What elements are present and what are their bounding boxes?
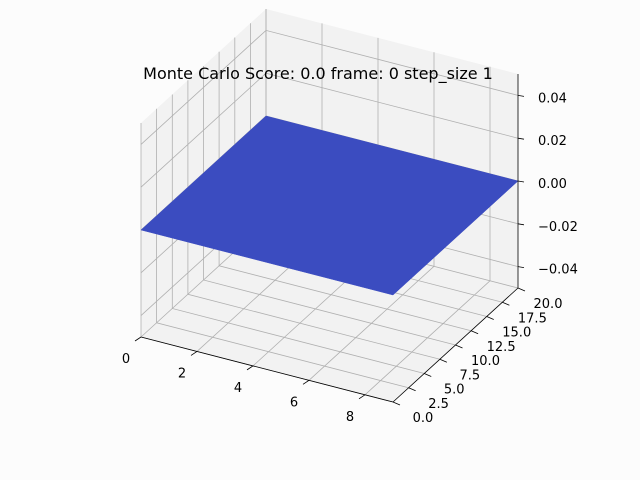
y-tick-label: 12.5	[487, 340, 516, 355]
z-tick-mark	[517, 137, 525, 140]
x-tick-mark	[358, 394, 366, 400]
chart-title: Monte Carlo Score: 0.0 frame: 0 step_siz…	[143, 64, 493, 84]
z-tick-label: 0.04	[538, 91, 567, 106]
grid-line-y	[187, 80, 440, 360]
y-tick-label: 7.5	[460, 368, 481, 383]
z-tick-mark	[517, 180, 525, 183]
z-tick-mark	[517, 223, 525, 226]
grid-line-y	[218, 51, 472, 332]
y-tick-mark	[392, 401, 401, 406]
y-tick-mark	[424, 373, 432, 377]
y-tick-mark	[439, 358, 448, 363]
z-tick-label: −0.02	[538, 220, 578, 235]
grid-line-y	[203, 66, 456, 346]
x-tick-label: 0	[122, 352, 130, 367]
x-tick-mark	[302, 380, 310, 385]
grid-line-y	[171, 94, 425, 374]
z-tick-mark	[517, 266, 525, 268]
y-tick-mark	[517, 287, 526, 292]
x-tick-mark	[134, 336, 142, 342]
y-tick-mark	[470, 330, 479, 335]
grid-line-z	[140, 29, 519, 145]
z-tick-label: 0.02	[538, 134, 567, 149]
x-tick-label: 8	[346, 410, 354, 425]
y-tick-label: 15.0	[502, 326, 531, 341]
y-tick-label: 5.0	[444, 383, 465, 398]
z-tick-label: 0.00	[538, 177, 567, 192]
y-tick-label: 20.0	[534, 297, 563, 312]
y-tick-label: 17.5	[518, 311, 547, 326]
x-tick-mark	[190, 351, 198, 356]
y-tick-label: 10.0	[471, 354, 500, 369]
y-tick-label: 2.5	[428, 397, 449, 412]
y-tick-mark	[408, 387, 416, 392]
y-tick-label: 0.0	[413, 411, 434, 426]
y-tick-mark	[486, 316, 494, 320]
x-tick-label: 2	[178, 366, 186, 381]
grid-line-z	[140, 72, 519, 188]
x-axis-line	[140, 336, 394, 403]
x-tick-label: 4	[234, 381, 242, 396]
z-tick-mark	[517, 95, 525, 97]
grid-line-y	[156, 108, 409, 389]
x-tick-label: 6	[290, 395, 298, 410]
x-tick-mark	[246, 365, 254, 371]
y-tick-mark	[502, 301, 510, 306]
y-tick-mark	[455, 344, 463, 349]
z-tick-label: −0.04	[538, 263, 578, 278]
